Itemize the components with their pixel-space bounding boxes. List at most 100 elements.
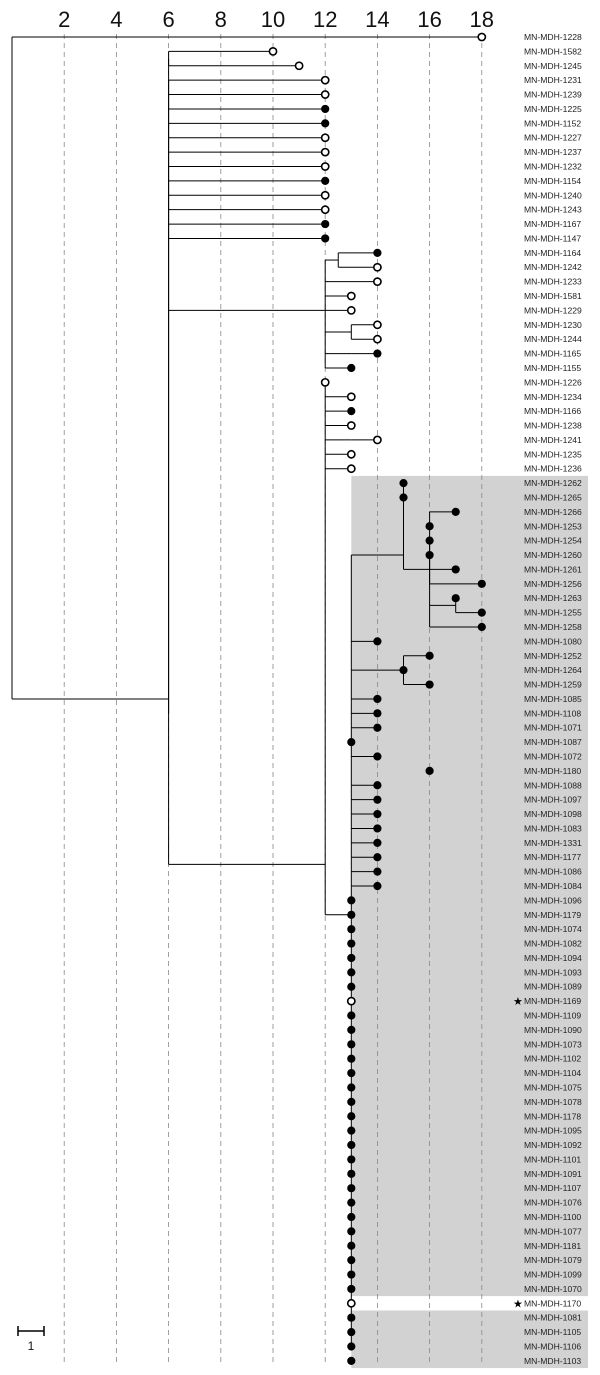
leaf-label: MN-MDH-1089 — [524, 982, 582, 992]
axis-tick-label: 10 — [261, 7, 285, 32]
leaf-marker — [347, 1040, 356, 1049]
leaf-label: MN-MDH-1225 — [524, 104, 582, 114]
leaf-label: MN-MDH-1166 — [524, 406, 581, 416]
leaf-marker — [347, 939, 356, 948]
leaf-marker — [347, 363, 356, 373]
leaf-marker — [477, 622, 486, 632]
leaf-label: MN-MDH-1230 — [524, 320, 582, 330]
leaf-label: MN-MDH-1244 — [524, 334, 582, 344]
leaf-label: MN-MDH-1266 — [524, 507, 582, 517]
leaf-marker — [451, 507, 460, 516]
leaf-label: MN-MDH-1105 — [524, 1327, 581, 1337]
leaf-label: MN-MDH-1235 — [524, 449, 582, 459]
leaf-marker — [425, 550, 434, 560]
leaf-marker — [321, 234, 330, 243]
axis-ticks: 2 4 6 8 10 12 14 16 18 — [58, 7, 494, 32]
leaf-marker — [372, 334, 382, 344]
branches — [11, 36, 479, 1347]
leaf-marker — [373, 881, 382, 891]
leaf-label: MN-MDH-1582 — [524, 46, 582, 56]
leaf-label: MN-MDH-1071 — [524, 723, 582, 733]
leaf-label: MN-MDH-1231 — [524, 75, 582, 85]
leaf-marker — [425, 766, 434, 775]
leaf-label: MN-MDH-1098 — [524, 809, 582, 819]
leaf-label: MN-MDH-1095 — [524, 1126, 582, 1136]
leaf-label: MN-MDH-1264 — [524, 665, 582, 675]
leaf-label: MN-MDH-1229 — [524, 305, 582, 315]
leaf-marker — [321, 104, 330, 114]
leaf-marker — [373, 853, 382, 862]
leaf-label: MN-MDH-1228 — [524, 32, 582, 42]
leaf-label: MN-MDH-1255 — [524, 608, 582, 618]
leaf-marker — [320, 377, 330, 387]
leaf-marker — [294, 61, 304, 71]
leaf-marker — [347, 1227, 356, 1236]
leaf-label: MN-MDH-1107 — [524, 1183, 581, 1193]
leaf-label: MN-MDH-1236 — [524, 464, 582, 474]
leaf-label: MN-MDH-1234 — [524, 392, 582, 402]
leaf-markers — [268, 32, 487, 1365]
leaf-label: MN-MDH-1179 — [524, 910, 581, 920]
leaf-label: MN-MDH-1102 — [524, 1054, 581, 1064]
leaf-marker — [347, 1270, 356, 1279]
leaf-marker — [320, 133, 330, 143]
leaf-label: MN-MDH-1091 — [524, 1169, 582, 1179]
scale-bar: 1 — [17, 1326, 45, 1353]
leaf-label: MN-MDH-1253 — [524, 521, 582, 531]
leaf-label: MN-MDH-1087 — [524, 737, 582, 747]
leaf-marker — [347, 1112, 356, 1121]
leaf-marker — [347, 1198, 356, 1207]
leaf-label: MN-MDH-1243 — [524, 205, 582, 215]
shaded-block-1 — [351, 1310, 588, 1369]
leaf-marker — [347, 910, 356, 919]
leaf-marker — [373, 867, 382, 876]
leaf-label: MN-MDH-1096 — [524, 895, 582, 905]
leaf-label: MN-MDH-1261 — [524, 564, 582, 574]
leaf-marker — [347, 1313, 356, 1322]
leaf-label: MN-MDH-1256 — [524, 579, 582, 589]
leaf-marker — [347, 1356, 356, 1365]
leaf-marker — [425, 522, 434, 531]
leaf-marker — [347, 738, 356, 747]
leaf-marker — [373, 694, 382, 704]
leaf-marker — [346, 392, 356, 402]
leaf-marker — [347, 1241, 356, 1250]
leaf-marker — [346, 306, 356, 315]
leaf-marker — [373, 349, 382, 358]
leaf-label: MN-MDH-1078 — [524, 1097, 582, 1107]
leaf-label: MN-MDH-1260 — [524, 550, 582, 560]
leaf-label: MN-MDH-1108 — [524, 708, 581, 718]
leaf-label: MN-MDH-1082 — [524, 939, 582, 949]
star-icon: ★ — [513, 1297, 523, 1310]
leaf-marker — [347, 407, 356, 416]
leaf-marker — [320, 147, 330, 157]
leaf-label: MN-MDH-1084 — [524, 881, 582, 891]
leaf-marker — [347, 1054, 356, 1063]
leaf-marker — [347, 982, 356, 991]
leaf-marker — [372, 320, 382, 330]
star-icon: ★ — [513, 995, 523, 1008]
leaf-label: MN-MDH-1086 — [524, 867, 582, 877]
leaf-label: MN-MDH-1100 — [524, 1212, 581, 1222]
leaf-marker — [373, 809, 382, 819]
leaf-label: MN-MDH-1581 — [524, 291, 582, 301]
leaf-marker — [346, 1298, 356, 1308]
leaf-marker — [347, 1083, 356, 1092]
leaf-marker — [477, 608, 486, 617]
leaf-label: MN-MDH-1154 — [524, 176, 581, 186]
leaf-label: MN-MDH-1076 — [524, 1198, 582, 1208]
leaf-label: MN-MDH-1085 — [524, 694, 582, 704]
leaf-label: MN-MDH-1263 — [524, 593, 582, 603]
axis-tick-label: 8 — [215, 7, 227, 32]
leaf-marker — [347, 925, 356, 934]
leaf-label: MN-MDH-1265 — [524, 492, 582, 502]
leaf-marker — [425, 680, 434, 689]
leaf-label: MN-MDH-1104 — [524, 1068, 581, 1078]
leaf-marker — [346, 291, 356, 301]
leaf-marker — [320, 75, 330, 85]
leaf-label: MN-MDH-1164 — [524, 248, 581, 258]
leaf-marker — [320, 162, 330, 171]
leaf-label: MN-MDH-1099 — [524, 1270, 582, 1280]
axis-tick-label: 6 — [162, 7, 174, 32]
leaf-label: MN-MDH-1227 — [524, 133, 582, 143]
